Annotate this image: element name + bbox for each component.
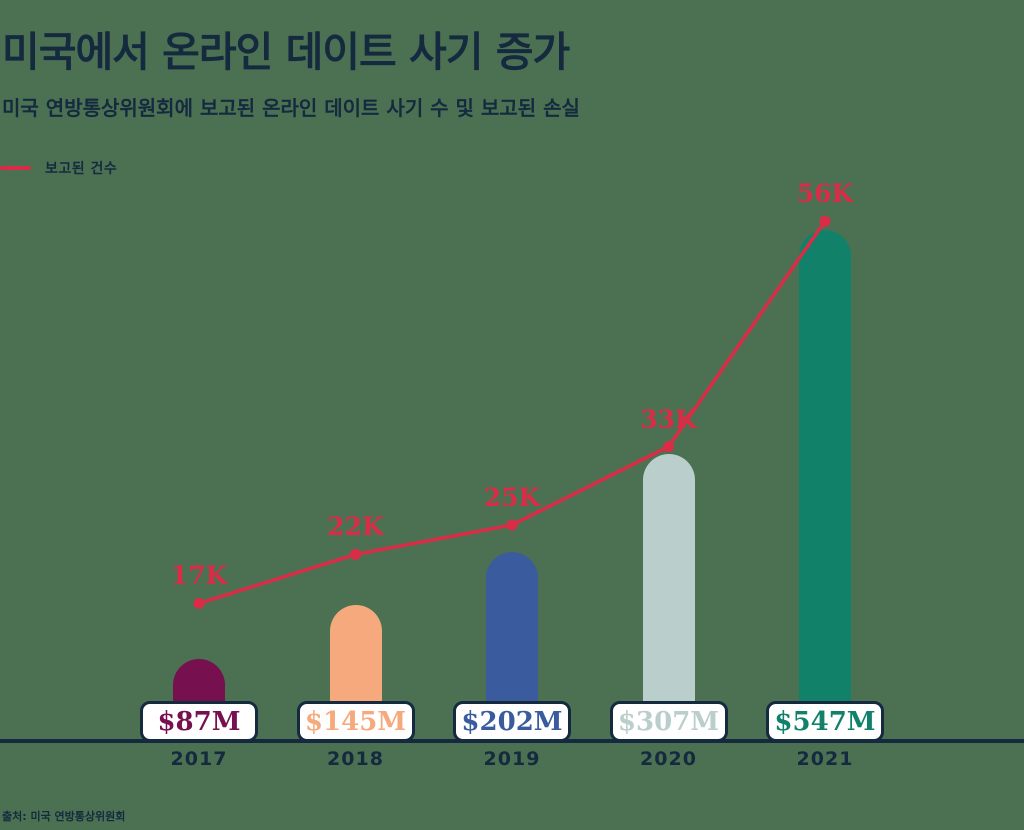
data-point-2020 (663, 441, 674, 453)
value-badge-2018: $145M (296, 701, 415, 742)
value-badge-2019: $202M (453, 701, 571, 742)
point-label-2017: 17K (170, 561, 228, 591)
year-label-2018: 2018 (327, 748, 384, 770)
data-point-2019 (506, 519, 518, 531)
year-label-2019: 2019 (483, 748, 541, 770)
bar-2020 (642, 453, 695, 740)
year-label-2017: 2017 (170, 748, 228, 770)
page-title: 미국에서 온라인 데이트 사기 증가 (2, 28, 570, 77)
data-point-2018 (350, 548, 361, 560)
point-label-2019: 25K (483, 483, 541, 512)
legend-label: 보고된 건수 (45, 161, 118, 177)
page-subtitle: 미국 연방통상위원회에 보고된 온라인 데이트 사기 수 및 보고된 손실 (2, 96, 580, 120)
value-badge-2020: $307M (609, 701, 728, 742)
data-point-2021 (819, 215, 831, 227)
value-badge-2021: $547M (766, 701, 884, 742)
point-label-2020: 33K (640, 404, 697, 434)
value-badge-2017: $87M (140, 701, 258, 742)
bar-2021 (799, 230, 851, 740)
source-note: 출처: 미국 연방통상위원회 (2, 810, 126, 823)
legend: 보고된 건수 (0, 158, 117, 178)
point-label-2021: 56K (796, 179, 854, 209)
point-label-2018: 22K (327, 512, 384, 542)
line-path (198, 220, 827, 606)
year-label-2021: 2021 (796, 748, 854, 770)
year-label-2020: 2020 (640, 748, 697, 770)
legend-line-swatch (0, 166, 31, 170)
data-point-2017 (193, 597, 205, 609)
